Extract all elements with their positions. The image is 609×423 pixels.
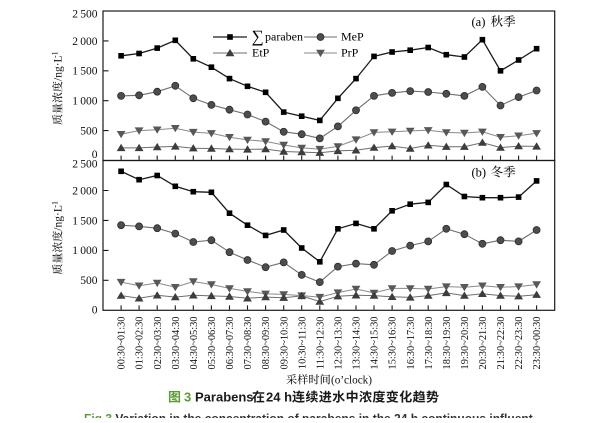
svg-text:PrP: PrP <box>341 46 359 60</box>
svg-text:500: 500 <box>80 126 98 138</box>
svg-text:00:30~01:30: 00:30~01:30 <box>117 317 128 370</box>
svg-text:18:30~19:30: 18:30~19:30 <box>442 317 453 370</box>
svg-text:(o’clock): (o’clock) <box>331 375 372 387</box>
svg-text:0: 0 <box>92 149 98 161</box>
svg-text:Parabens: Parabens <box>195 390 254 405</box>
svg-text:14:30~15:30: 14:30~15:30 <box>370 317 381 370</box>
svg-text:/ng·L: /ng·L <box>53 205 65 231</box>
svg-text:2 500: 2 500 <box>72 159 98 171</box>
svg-text:12:30~13:30: 12:30~13:30 <box>334 317 345 370</box>
svg-text:13:30~14:30: 13:30~14:30 <box>352 317 363 370</box>
svg-text:2 000: 2 000 <box>72 185 98 197</box>
svg-text:1 000: 1 000 <box>72 96 98 108</box>
svg-text:17:30~18:30: 17:30~18:30 <box>424 317 435 370</box>
svg-text:∑: ∑ <box>252 27 264 46</box>
svg-text:Fig.3 Variation in the concent: Fig.3 Variation in the concentration of … <box>84 412 533 419</box>
svg-text:09:30~10:30: 09:30~10:30 <box>279 317 290 370</box>
svg-text:10:30~11:30: 10:30~11:30 <box>297 317 308 370</box>
svg-text:3: 3 <box>184 390 191 405</box>
svg-text:1 500: 1 500 <box>72 66 98 78</box>
svg-text:15:30~16:30: 15:30~16:30 <box>388 317 399 370</box>
svg-text:500: 500 <box>80 275 98 287</box>
svg-text:paraben: paraben <box>265 30 303 44</box>
svg-text:21:30~22:30: 21:30~22:30 <box>496 317 507 370</box>
svg-text:20:30~21:30: 20:30~21:30 <box>478 317 489 370</box>
svg-text:16:30~17:30: 16:30~17:30 <box>406 317 417 370</box>
svg-text:06:30~07:30: 06:30~07:30 <box>225 317 236 370</box>
svg-text:/ng·L: /ng·L <box>53 55 65 81</box>
svg-text:08:30~09:30: 08:30~09:30 <box>261 317 272 370</box>
svg-text:(b): (b) <box>472 165 487 179</box>
svg-text:22:30~23:30: 22:30~23:30 <box>514 317 525 370</box>
svg-text:24 h: 24 h <box>266 390 292 405</box>
svg-text:MeP: MeP <box>341 30 364 44</box>
svg-text:2 500: 2 500 <box>72 9 98 21</box>
svg-text:02:30~03:30: 02:30~03:30 <box>153 317 164 370</box>
svg-text:2 000: 2 000 <box>72 36 98 48</box>
svg-text:07:30~08:30: 07:30~08:30 <box>243 317 254 370</box>
svg-text:23:30~00:30: 23:30~00:30 <box>532 317 543 370</box>
svg-text:-1: -1 <box>51 51 60 58</box>
svg-text:1 500: 1 500 <box>72 215 98 227</box>
svg-text:05:30~06:30: 05:30~06:30 <box>207 317 218 370</box>
svg-text:19:30~20:30: 19:30~20:30 <box>460 317 471 370</box>
svg-text:01:30~02:30: 01:30~02:30 <box>135 317 146 370</box>
svg-text:04:30~05:30: 04:30~05:30 <box>189 317 200 370</box>
svg-text:0: 0 <box>92 305 98 317</box>
svg-text:03:30~04:30: 03:30~04:30 <box>171 317 182 370</box>
svg-text:1 000: 1 000 <box>72 245 98 257</box>
svg-text:(a): (a) <box>472 15 486 29</box>
svg-text:EtP: EtP <box>252 46 270 60</box>
svg-text:11:30~12:30: 11:30~12:30 <box>315 317 326 370</box>
svg-text:-1: -1 <box>51 201 60 208</box>
